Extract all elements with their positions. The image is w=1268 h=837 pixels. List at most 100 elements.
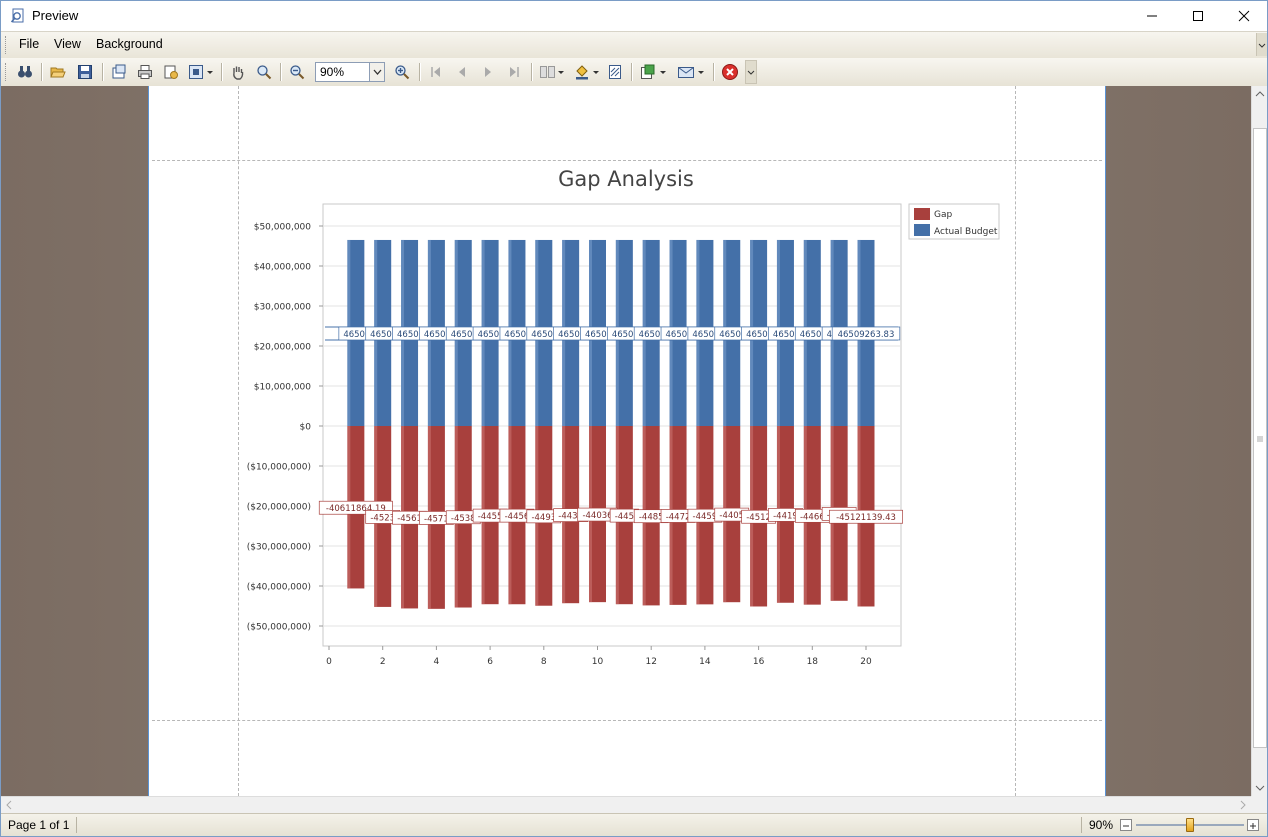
maximize-icon: [1193, 11, 1203, 21]
export-dropdown-button[interactable]: [187, 62, 215, 82]
background-color-button[interactable]: [573, 62, 601, 82]
status-separator: [76, 817, 77, 833]
page-setup-icon: [112, 64, 126, 79]
plus-icon: [1250, 823, 1256, 829]
quick-print-icon: [164, 65, 178, 79]
hand-tool-button[interactable]: [228, 62, 248, 82]
title-bar: Preview: [1, 1, 1267, 31]
zoom-out-button[interactable]: [287, 62, 307, 82]
report-page: [148, 86, 1106, 796]
zoom-combobox[interactable]: 90%: [315, 62, 385, 82]
multiple-pages-icon: [540, 66, 564, 78]
minimize-icon: [1147, 15, 1157, 17]
margin-guide: [238, 86, 239, 796]
grip-icon: [1257, 436, 1263, 442]
minimize-button[interactable]: [1129, 1, 1175, 31]
zoom-in-button[interactable]: [392, 62, 412, 82]
toolbar-separator: [713, 63, 715, 81]
menu-background[interactable]: Background: [96, 37, 163, 51]
menu-view[interactable]: View: [54, 37, 81, 51]
watermark-icon: [609, 65, 621, 79]
zoom-percentage: 90%: [1089, 818, 1114, 832]
previous-page-icon: [459, 67, 465, 77]
next-page-button[interactable]: [478, 62, 498, 82]
vertical-scroll-thumb[interactable]: [1253, 128, 1267, 748]
margin-guide: [152, 160, 1102, 161]
magnifier-icon: [257, 65, 272, 80]
status-separator: [1081, 817, 1082, 833]
envelope-icon: [678, 67, 704, 78]
open-button[interactable]: [48, 62, 68, 82]
paint-bucket-icon: [576, 65, 599, 80]
chart-title: Gap Analysis: [558, 167, 694, 191]
preview-app-icon: [10, 8, 24, 23]
scroll-corner: [1251, 796, 1267, 813]
close-button[interactable]: [1221, 1, 1267, 31]
toolbar-separator: [531, 63, 533, 81]
scroll-left-icon[interactable]: [1, 797, 17, 813]
zoom-out-step-button[interactable]: [1120, 819, 1132, 831]
save-icon: [78, 65, 92, 79]
magnifier-button[interactable]: [254, 62, 274, 82]
printer-icon: [138, 65, 152, 79]
export-icon: [189, 65, 213, 79]
menu-grip[interactable]: [5, 36, 9, 54]
send-email-button[interactable]: [676, 62, 706, 82]
export-document-button[interactable]: [638, 62, 668, 82]
page-setup-button[interactable]: [109, 62, 129, 82]
multiple-pages-button[interactable]: [538, 62, 566, 82]
zoom-slider-thumb[interactable]: [1186, 818, 1194, 832]
save-button[interactable]: [75, 62, 95, 82]
zoom-dropdown-button[interactable]: [369, 63, 384, 81]
zoom-value: 90%: [320, 65, 345, 79]
zoom-out-icon: [290, 65, 305, 80]
scroll-up-icon[interactable]: [1252, 86, 1268, 102]
toolbar-separator: [102, 63, 104, 81]
toolbar-grip[interactable]: [5, 63, 9, 81]
toolbar: [1, 58, 1267, 87]
page-indicator: Page 1 of 1: [8, 818, 70, 832]
minus-icon: [1123, 825, 1129, 827]
export-document-icon: [641, 64, 666, 79]
watermark-button[interactable]: [605, 62, 625, 82]
folder-open-icon: [50, 67, 66, 78]
next-page-icon: [485, 67, 491, 77]
horizontal-scrollbar[interactable]: [1, 796, 1251, 814]
print-button[interactable]: [135, 62, 155, 82]
menu-overflow-button[interactable]: [1256, 33, 1267, 56]
menu-file[interactable]: File: [19, 37, 40, 51]
toolbar-separator: [221, 63, 223, 81]
first-page-icon: [431, 67, 440, 77]
last-page-button[interactable]: [504, 62, 524, 82]
status-bar: Page 1 of 1 90%: [1, 813, 1267, 836]
chevron-down-icon: [1258, 43, 1266, 48]
toolbar-separator: [631, 63, 633, 81]
menu-bar: File View Background: [1, 31, 1267, 59]
toolbar-overflow-button[interactable]: [745, 60, 757, 84]
zoom-in-icon: [395, 65, 410, 80]
scroll-right-icon[interactable]: [1235, 797, 1251, 813]
binoculars-icon: [18, 66, 32, 78]
toolbar-separator: [41, 63, 43, 81]
close-circle-icon: [722, 64, 738, 80]
last-page-icon: [510, 67, 519, 77]
chevron-down-icon: [373, 69, 381, 75]
find-button[interactable]: [15, 62, 35, 82]
margin-guide: [152, 720, 1102, 721]
close-preview-button[interactable]: [720, 62, 740, 82]
previous-page-button[interactable]: [452, 62, 472, 82]
toolbar-separator: [419, 63, 421, 81]
close-icon: [1238, 10, 1250, 22]
vertical-scrollbar[interactable]: [1251, 86, 1268, 796]
margin-guide: [1015, 86, 1016, 796]
hand-icon: [233, 66, 244, 80]
chevron-down-icon: [747, 70, 755, 75]
scroll-down-icon[interactable]: [1252, 780, 1268, 796]
window-title: Preview: [32, 8, 79, 23]
first-page-button[interactable]: [426, 62, 446, 82]
zoom-in-step-button[interactable]: [1247, 819, 1259, 831]
quick-print-button[interactable]: [161, 62, 181, 82]
toolbar-separator: [280, 63, 282, 81]
maximize-button[interactable]: [1175, 1, 1221, 31]
